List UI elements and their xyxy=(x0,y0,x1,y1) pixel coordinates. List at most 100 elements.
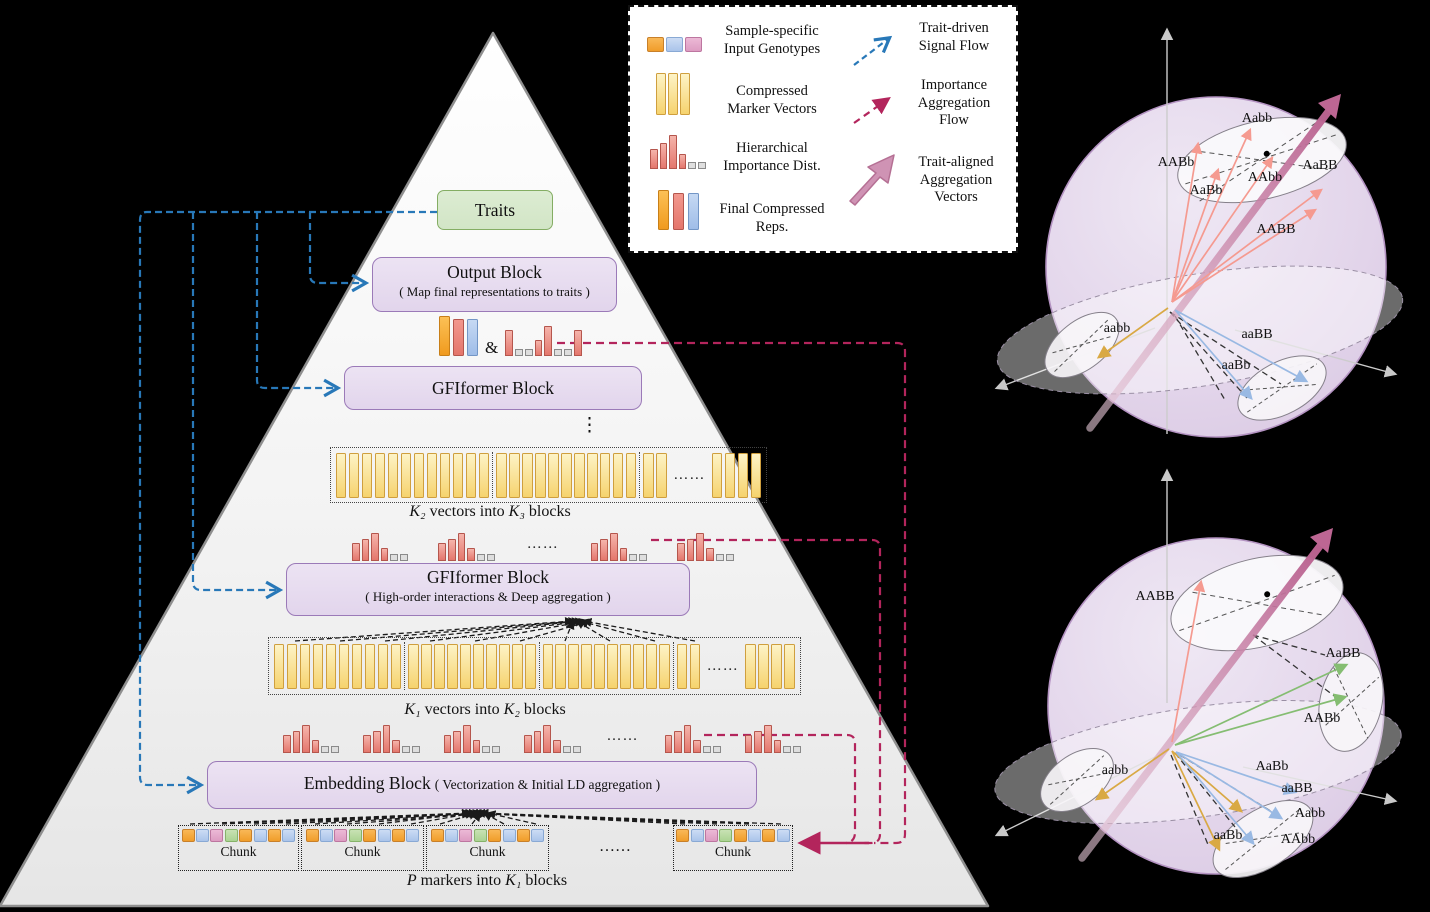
importance-red-bar xyxy=(447,539,456,561)
thick-pink-arrow-icon xyxy=(849,154,895,206)
marker-vector-bar xyxy=(274,643,285,689)
marker-vector-bar xyxy=(725,452,736,498)
importance-gray-square xyxy=(321,746,330,753)
genotype-square-green xyxy=(473,829,487,842)
importance-gray-square xyxy=(486,554,495,561)
importance-red-bar xyxy=(659,143,668,169)
genotype-label-aaBB: aaBB xyxy=(1281,781,1312,796)
marker-vector-bar xyxy=(336,452,347,498)
genotype-square-orange xyxy=(391,829,405,842)
genotype-square-blue xyxy=(406,829,420,842)
importance-red-bar xyxy=(544,326,553,356)
chunk-label: Chunk xyxy=(469,844,506,859)
importance-red-bar xyxy=(443,735,452,753)
marker-vector-bar xyxy=(426,452,438,498)
genotype-label-Aabb: Aabb xyxy=(1242,111,1272,126)
marker-vector-bar xyxy=(633,643,644,689)
marker-vector-group: …… xyxy=(639,452,764,498)
legend-item-importance-flow: Importance Aggregation Flow xyxy=(917,77,991,129)
genotype-square-orange xyxy=(181,829,195,842)
marker-vector-bar xyxy=(439,452,451,498)
genotype-square-pink xyxy=(210,829,224,842)
importance-gray-square xyxy=(783,746,792,753)
importance-red-bar xyxy=(650,149,658,169)
marker-vector-bar xyxy=(745,643,756,689)
marker-vector-bar xyxy=(434,643,445,689)
blue-dashed-arrow-icon xyxy=(853,35,893,66)
importance-gray-square xyxy=(562,746,571,753)
importance-red-bar xyxy=(352,543,360,561)
aggregation-dash-line xyxy=(378,809,472,825)
importance-red-bar xyxy=(754,731,763,753)
caption-var: K₁ xyxy=(404,701,421,718)
importance-red-bar xyxy=(371,533,379,561)
marker-vector-bar xyxy=(377,643,389,689)
gfiformer-1-title: GFIformer Block xyxy=(432,378,554,398)
legend-item-signal-flow: Trait-driven Signal Flow xyxy=(918,20,990,54)
importance-dist-group xyxy=(443,725,501,753)
importance-dist-group xyxy=(650,135,707,169)
horizontal-ellipsis: …… xyxy=(706,657,739,674)
marker-vector-bar xyxy=(486,643,497,689)
marker-vector-bar xyxy=(712,452,723,498)
marker-vector-band-k3: …… xyxy=(330,447,768,503)
importance-red-bar xyxy=(609,533,618,561)
marker-vector-bar xyxy=(656,452,667,498)
marker-vector-bar xyxy=(750,452,762,498)
genotype-label-AaBb: AaBb xyxy=(1190,183,1223,198)
output-block-title: Output Block xyxy=(447,262,542,282)
marker-vector-bar xyxy=(548,452,559,498)
importance-red-bar xyxy=(744,735,753,753)
caption-k1-into-k2: K₁ vectors into K₂ blocks xyxy=(335,701,635,719)
importance-dist-top xyxy=(505,326,582,356)
importance-gray-square xyxy=(639,554,648,561)
importance-red-bar xyxy=(524,735,532,753)
marker-vector-bar xyxy=(594,643,605,689)
marker-vector-bar xyxy=(620,643,631,689)
genotype-square-green xyxy=(348,829,362,842)
marker-vector-bar xyxy=(784,643,795,689)
importance-gray-square xyxy=(629,554,638,561)
importance-red-bar xyxy=(678,154,687,169)
importance-red-bar xyxy=(693,740,701,753)
marker-vector-bar xyxy=(613,452,624,498)
importance-red-bar xyxy=(453,731,461,753)
legend-item-importance: Hierarchical Importance Dist. xyxy=(723,140,821,174)
genotype-sphere-top: Aabb AABb AaBb AAbb AaBB AABB aabb aaBB aaBb xyxy=(994,27,1404,438)
genotype-square-blue xyxy=(282,829,296,842)
importance-gray-square xyxy=(390,554,399,561)
importance-dist-group xyxy=(664,725,721,753)
chunk-label: Chunk xyxy=(220,844,257,859)
importance-dist-group xyxy=(505,326,582,356)
genotype-label-AABb: AABb xyxy=(1158,155,1195,170)
marker-vector-bar xyxy=(421,643,432,689)
marker-vector-bar xyxy=(460,643,471,689)
importance-dist-icon xyxy=(650,135,707,169)
final-rep-bar-red xyxy=(453,319,464,356)
importance-aggregation-lines xyxy=(557,341,907,845)
importance-dist-group xyxy=(438,533,495,561)
marker-vector-bar xyxy=(499,643,510,689)
marker-vector-bar xyxy=(408,643,419,689)
marker-vector-bar xyxy=(364,643,376,689)
importance-dist-group xyxy=(283,725,340,753)
genotype-square-orange xyxy=(305,829,319,842)
genotype-square-blue xyxy=(445,829,459,842)
marker-vector-bar xyxy=(452,452,464,498)
marker-vector-bar xyxy=(400,452,412,498)
importance-gray-square xyxy=(476,554,485,561)
marker-vector-bar xyxy=(348,452,360,498)
genotype-square-blue xyxy=(502,829,516,842)
importance-red-bar xyxy=(600,539,608,561)
chunk-squares xyxy=(305,829,420,842)
marker-vector-bar xyxy=(390,643,402,689)
genotype-label-aaBb: aaBb xyxy=(1214,828,1243,843)
importance-gray-square xyxy=(702,746,711,753)
marker-vector-bar xyxy=(325,643,337,689)
genotype-label-aabb: aabb xyxy=(1102,763,1128,778)
importance-red-bar xyxy=(392,740,400,753)
genotype-square-blue xyxy=(531,829,545,842)
genotype-square-blue xyxy=(748,829,762,842)
importance-red-bar xyxy=(533,731,542,753)
